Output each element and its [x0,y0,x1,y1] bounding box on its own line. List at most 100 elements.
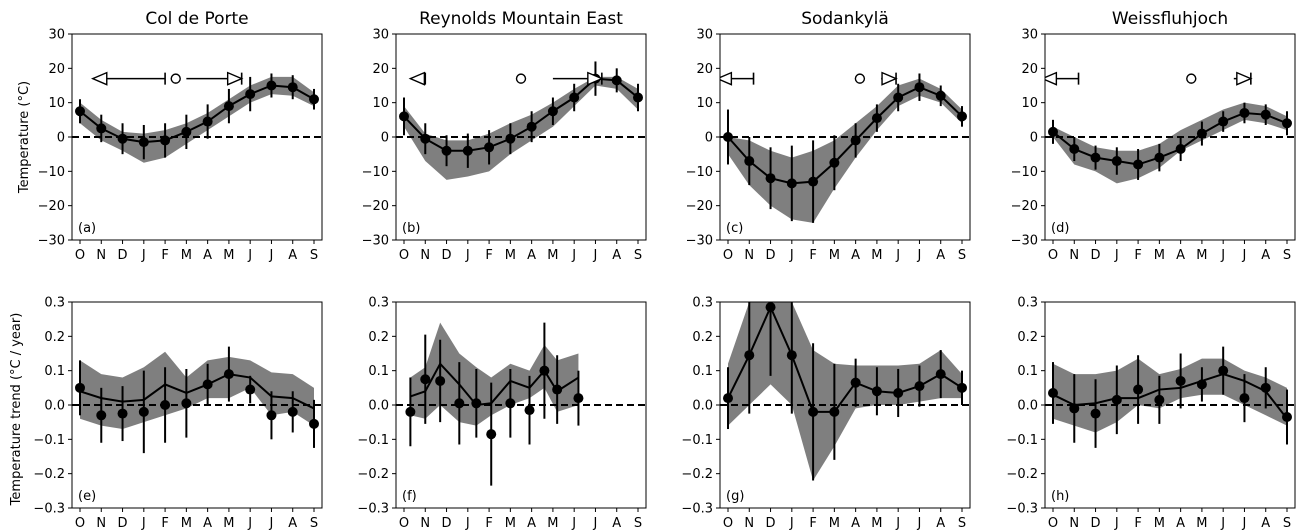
x-tick-label: J [465,248,470,263]
x-tick-label: M [829,516,840,531]
x-tick-label: A [288,516,297,531]
x-tick-label: D [118,516,128,531]
x-tick-label: S [310,248,318,263]
x-tick-label: M [223,516,234,531]
x-tick-label: F [485,516,492,531]
x-tick-label: J [789,516,794,531]
y-tick-label: 20 [372,62,389,77]
y-tick-label: 20 [696,62,713,77]
data-point [871,386,882,397]
x-tick-label: J [1242,248,1247,263]
data-point [441,145,452,156]
y-tick-label: −0.2 [1006,467,1038,482]
data-point [181,126,192,137]
y-tick-label: 0.2 [368,330,389,345]
x-tick-label: D [766,516,776,531]
x-tick-label: J [917,248,922,263]
x-tick-label: J [1220,248,1225,263]
data-point [1196,379,1207,390]
x-tick-label: D [1091,248,1101,263]
data-point [786,350,797,361]
x-tick-label: J [593,516,598,531]
x-tick-label: A [1176,248,1185,263]
data-point [287,82,298,93]
y-tick-label: −20 [38,199,65,214]
x-tick-label: J [1220,516,1225,531]
x-tick-label: N [744,516,754,531]
panel-label: (e) [78,489,96,504]
data-point [765,302,776,313]
x-tick-label: J [141,248,146,263]
data-point [786,178,797,189]
right-triangle-icon [881,71,898,86]
data-point [1282,118,1292,129]
data-point [160,135,171,146]
x-tick-label: M [829,248,840,263]
data-point [539,365,550,376]
y-tick-label: 0.1 [44,364,65,379]
data-point [435,375,446,386]
y-tick-label: 0.0 [692,399,713,414]
season-markers [1045,71,1253,86]
spread-band [80,76,314,163]
data-point [744,350,755,361]
data-point [471,398,482,409]
data-point [1133,159,1144,170]
data-point [850,377,861,388]
data-point [1069,144,1080,155]
x-tick-label: J [141,516,146,531]
data-point [405,406,416,417]
y-tick-label: −0.3 [33,502,65,517]
x-tick-label: N [420,516,430,531]
data-point [138,137,149,148]
plot-area [72,71,322,163]
x-tick-label: J [593,248,598,263]
data-point [181,398,192,409]
data-point [96,410,107,421]
data-point [850,135,861,146]
data-point [1111,156,1122,167]
panel-g: 0.30.20.10.0−0.1−0.2−0.3O N D J F M A M J J A S(g) [681,296,971,531]
spread-band [410,322,579,426]
season-markers [720,71,898,86]
x-tick-label: J [895,516,900,531]
x-tick-label: J [247,248,252,263]
data-point [1218,365,1229,376]
x-tick-label: A [203,516,212,531]
x-tick-label: J [1242,516,1247,531]
y-tick-label: −0.3 [357,502,389,517]
spread-band [728,302,962,481]
data-point [808,406,819,417]
x-tick-label: F [161,248,168,263]
data-point [723,393,733,404]
panel-label: (a) [78,221,96,236]
y-tick-label: 0 [705,131,713,146]
y-tick-label: −0.1 [681,433,713,448]
y-tick-label: −0.1 [1006,433,1038,448]
data-point [914,381,925,392]
data-point [75,382,85,393]
x-tick-label: A [527,248,536,263]
x-tick-label: S [1283,248,1291,263]
open-circle-icon [854,73,866,84]
x-tick-label: J [1114,248,1119,263]
plot-area [396,322,646,486]
y-tick-label: 0.0 [1017,399,1038,414]
data-point [1260,109,1271,120]
data-point [202,379,213,390]
y-tick-label: −10 [362,165,389,180]
x-tick-label: S [958,248,966,263]
y-tick-label: 0.0 [368,399,389,414]
x-tick-label: A [1261,248,1270,263]
x-tick-label: M [1196,516,1207,531]
y-tick-label: −10 [686,165,713,180]
x-tick-label: M [181,516,192,531]
plot-area [1045,71,1295,184]
y-tick-label: 30 [372,28,389,43]
x-tick-label: J [917,516,922,531]
x-tick-label: M [1154,248,1165,263]
y-tick-label: 0.3 [1017,296,1038,311]
x-tick-label: D [1091,516,1101,531]
